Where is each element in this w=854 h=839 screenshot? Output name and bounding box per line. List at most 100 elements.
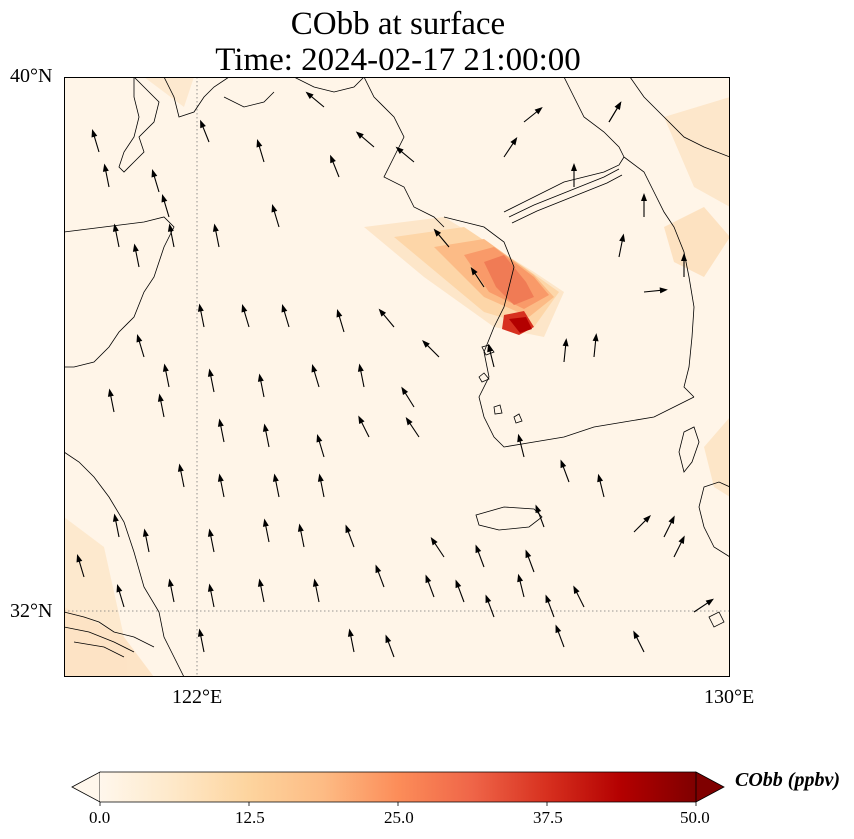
wind-vector-head	[485, 594, 492, 604]
wind-vector-head	[257, 373, 264, 382]
wind-vector-head	[534, 107, 543, 115]
wind-vector-head	[375, 564, 382, 574]
wind-vector-head	[517, 573, 524, 583]
wind-vector-head	[525, 549, 532, 559]
wind-vector-head	[207, 528, 214, 537]
wind-vector-head	[378, 308, 387, 317]
wind-vector-head	[241, 304, 248, 313]
coastlines	[64, 77, 730, 677]
wind-vector-head	[395, 146, 404, 155]
wind-vector-head	[132, 243, 139, 252]
wind-vector-head	[200, 119, 206, 129]
wind-vector-head	[385, 634, 392, 644]
wind-vector-head	[681, 253, 687, 261]
wind-vector-head	[167, 578, 174, 587]
wind-vector-head	[358, 415, 365, 425]
wind-vector-head	[76, 554, 83, 563]
colorbar-tick-3: 37.5	[533, 808, 563, 827]
wind-vector-head	[316, 434, 323, 443]
wind-vector-head	[311, 364, 318, 373]
wind-vector-head	[668, 515, 675, 525]
colorbar-tick-2: 25.0	[384, 808, 414, 827]
wind-vector-head	[157, 393, 164, 402]
chart-title: CObb at surface	[290, 6, 506, 42]
wind-vector-head	[555, 624, 562, 634]
wind-vector-head	[487, 343, 494, 353]
wind-vector-head	[281, 304, 288, 313]
wind-vector-head	[262, 518, 269, 527]
colorbar	[71, 771, 725, 806]
wind-vector-head	[510, 137, 518, 146]
wind-vector-head	[535, 504, 542, 514]
wind-vector-head	[597, 473, 604, 483]
gridlines	[64, 77, 730, 677]
wind-vectors	[64, 91, 714, 658]
wind-vector-head	[272, 473, 279, 482]
wind-vector-head	[217, 473, 224, 482]
wind-vector-head	[330, 154, 336, 164]
wind-vector-head	[262, 423, 269, 432]
wind-vector-head	[705, 598, 714, 606]
lon-label-130e: 130°E	[704, 686, 755, 708]
colorbar-gradient	[100, 772, 696, 802]
wind-vector-head	[355, 131, 364, 139]
wind-vector-head	[212, 223, 219, 232]
wind-vector-head	[571, 163, 577, 171]
wind-vector-head	[102, 163, 109, 172]
wind-vector-head	[161, 194, 168, 203]
cobb-low-patches	[64, 77, 730, 677]
wind-vector-head	[433, 228, 442, 237]
wind-vector-head	[517, 433, 524, 443]
wind-vector-head	[167, 223, 174, 232]
colorbar-tick-1: 12.5	[235, 808, 265, 827]
wind-vector-head	[197, 303, 204, 312]
cobb-plume	[364, 217, 564, 337]
wind-vector-head	[177, 463, 184, 472]
lon-label-122e: 122°E	[172, 686, 223, 708]
map-svg	[64, 77, 730, 677]
chart-subtitle-time: Time: 2024-02-17 21:00:00	[215, 42, 581, 78]
wind-vector-head	[592, 333, 599, 342]
wind-vector-head	[336, 309, 343, 318]
wind-vector-head	[455, 579, 462, 589]
wind-vector-head	[347, 628, 354, 637]
wind-vector-head	[257, 578, 264, 587]
wind-vector-head	[116, 584, 123, 593]
wind-vector-head	[405, 417, 413, 426]
map-panel	[64, 77, 730, 677]
map-frame-border	[64, 77, 730, 677]
wind-vector-head	[151, 169, 158, 178]
wind-vector-head	[197, 628, 204, 637]
wind-vector-head	[142, 528, 149, 537]
wind-vector-head	[312, 578, 319, 587]
wind-vector-head	[345, 524, 352, 534]
wind-vector-head	[112, 223, 119, 232]
wind-vector-head	[560, 459, 567, 469]
wind-vector-head	[678, 535, 685, 545]
wind-vector-head	[317, 473, 324, 482]
wind-vector-head	[256, 139, 263, 148]
wind-vector-head	[545, 594, 552, 604]
wind-vector-head	[573, 585, 580, 595]
wind-vector-head	[425, 574, 432, 584]
wind-vector-head	[207, 368, 214, 377]
colorbar-extend-max	[695, 771, 725, 803]
wind-vector-head	[633, 630, 640, 640]
wind-vector-head	[207, 583, 214, 592]
wind-vector-head	[136, 334, 143, 343]
wind-vector-head	[422, 340, 430, 348]
wind-vector-head	[614, 101, 622, 110]
wind-vector-head	[271, 204, 278, 213]
colorbar-label: CObb (ppbv)	[735, 769, 840, 791]
lat-label-40n: 40°N	[10, 65, 53, 87]
colorbar-tick-0: 0.0	[89, 808, 111, 827]
wind-vector-head	[619, 233, 626, 242]
wind-vector-head	[641, 193, 647, 201]
wind-vector-head	[475, 544, 482, 554]
wind-vector-head	[430, 537, 438, 546]
lat-label-32n: 32°N	[10, 600, 53, 622]
wind-vector-head	[112, 513, 119, 522]
wind-vector-head	[562, 338, 569, 347]
wind-vector-head	[162, 363, 169, 372]
wind-vector-head	[659, 287, 668, 294]
